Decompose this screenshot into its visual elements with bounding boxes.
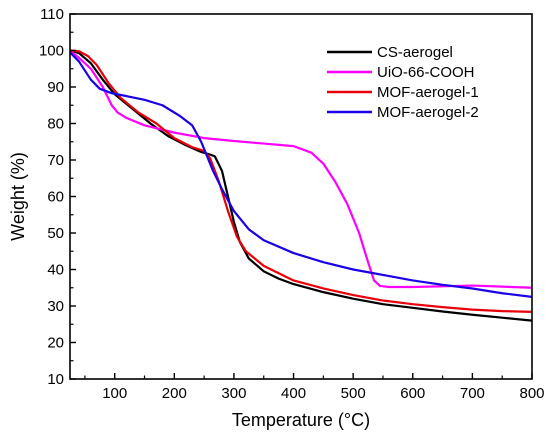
legend-label: MOF-aerogel-1 bbox=[377, 84, 479, 101]
y-tick-label: 40 bbox=[47, 262, 64, 279]
axis-ticks: 100 200 300 400 500 600 700 800 10 20 30 40 50 60 70 80… bbox=[39, 6, 545, 402]
legend: CS-aerogel UiO-66-COOH MOF-aerogel-1 MOF-ae… bbox=[327, 44, 479, 121]
x-tick-label: 300 bbox=[221, 385, 246, 402]
y-tick-label: 30 bbox=[47, 298, 64, 315]
y-tick-label: 60 bbox=[47, 189, 64, 206]
chart-curves bbox=[69, 49, 533, 322]
legend-label: UiO-66-COOH bbox=[377, 64, 475, 81]
series-line-1 bbox=[69, 49, 533, 289]
y-tick-label: 80 bbox=[47, 116, 64, 133]
legend-label: MOF-aerogel-2 bbox=[377, 104, 479, 121]
series-line-2 bbox=[69, 49, 533, 313]
x-tick-label: 100 bbox=[102, 385, 127, 402]
x-tick-label: 200 bbox=[162, 385, 187, 402]
x-tick-label: 700 bbox=[460, 385, 485, 402]
y-tick-label: 100 bbox=[39, 43, 64, 60]
y-tick-label: 110 bbox=[40, 6, 64, 23]
y-tick-label: 50 bbox=[47, 225, 64, 242]
y-tick-label: 20 bbox=[47, 335, 64, 352]
x-tick-label: 400 bbox=[281, 385, 306, 402]
y-axis-title: Weight (%) bbox=[8, 152, 28, 241]
series-line-3 bbox=[69, 51, 533, 298]
legend-label: CS-aerogel bbox=[377, 44, 453, 61]
x-tick-label: 800 bbox=[519, 385, 544, 402]
y-tick-label: 90 bbox=[47, 79, 64, 96]
y-tick-label: 10 bbox=[47, 371, 64, 388]
x-tick-label: 600 bbox=[400, 385, 425, 402]
x-tick-label: 500 bbox=[341, 385, 366, 402]
x-axis-title: Temperature (°C) bbox=[232, 410, 370, 430]
y-tick-label: 70 bbox=[47, 152, 64, 169]
